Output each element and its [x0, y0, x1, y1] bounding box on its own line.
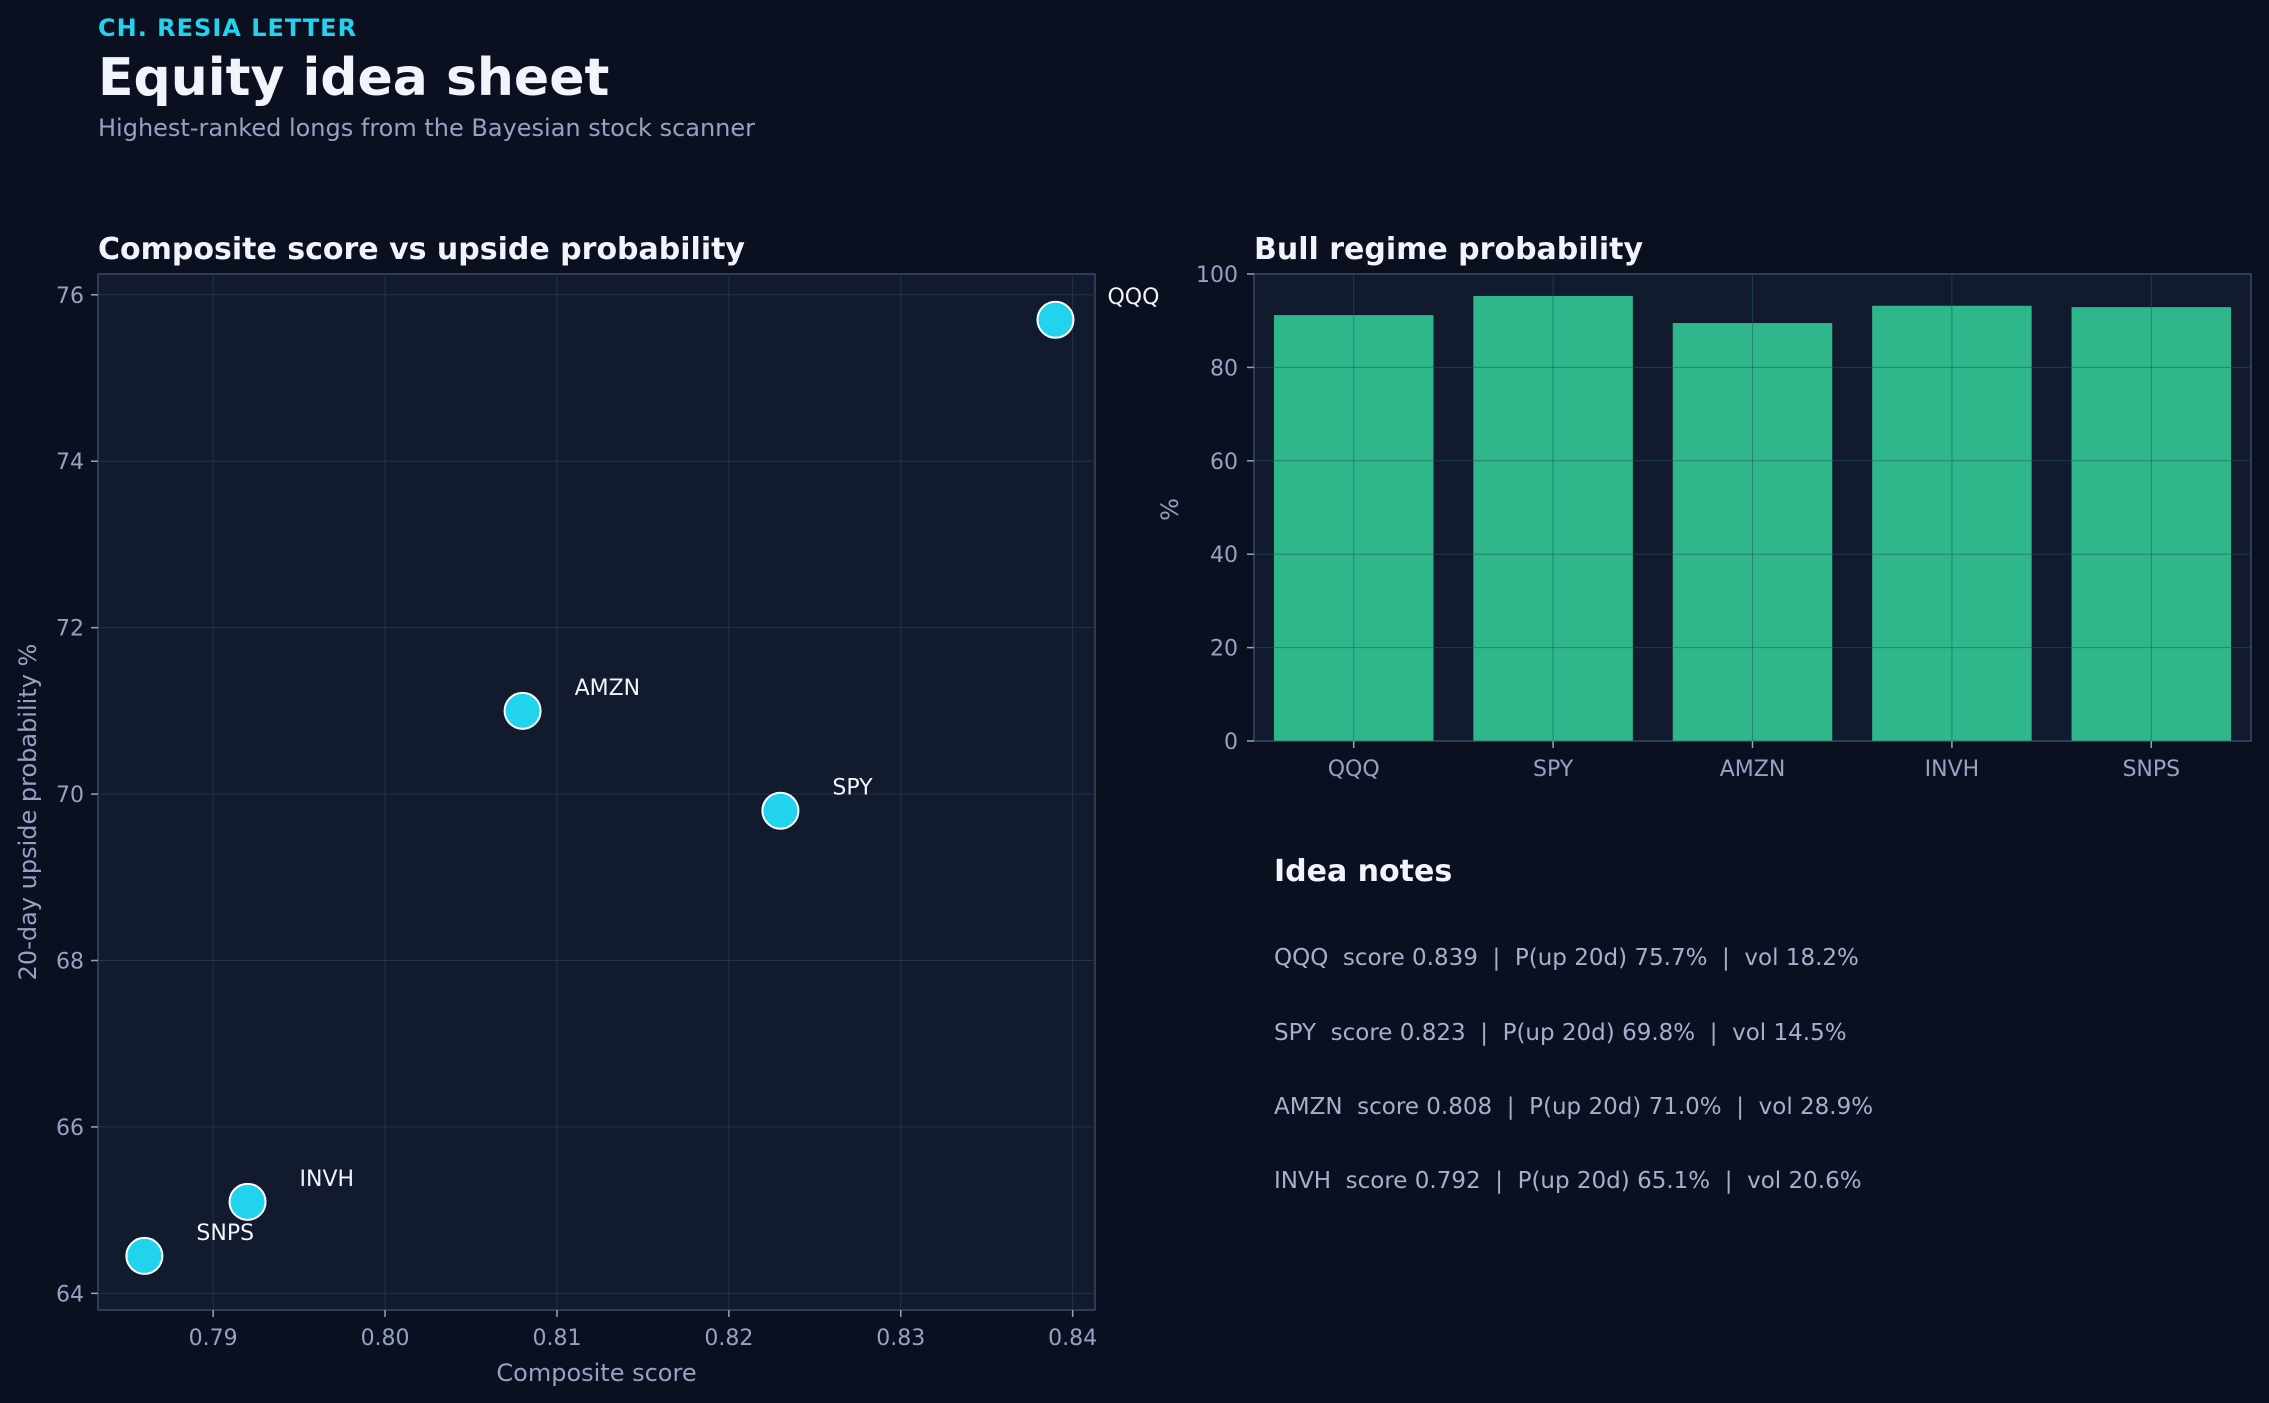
- note-item: SPY score 0.823 | P(up 20d) 69.8% | vol …: [1274, 1020, 1847, 1046]
- point-label: SNPS: [196, 1221, 254, 1246]
- point-label: INVH: [300, 1167, 355, 1192]
- y-tick-label: 64: [56, 1282, 84, 1307]
- scatter-chart-title: Composite score vs upside probability: [98, 232, 745, 267]
- point-label: AMZN: [575, 676, 641, 701]
- x-tick-label: 0.81: [532, 1326, 581, 1351]
- x-tick-label: SNPS: [2122, 757, 2180, 782]
- report-kicker: CH. RESIA LETTER: [98, 14, 358, 42]
- x-tick-label: SPY: [1533, 757, 1574, 782]
- bar-chart-title: Bull regime probability: [1254, 232, 1644, 267]
- x-tick-label: 0.83: [876, 1326, 925, 1351]
- y-tick-label: 60: [1210, 450, 1238, 475]
- y-axis-label: 20-day upside probability %: [14, 644, 42, 981]
- note-item: QQQ score 0.839 | P(up 20d) 75.7% | vol …: [1274, 945, 1859, 971]
- y-tick-label: 40: [1210, 543, 1238, 568]
- notes-title: Idea notes: [1274, 854, 1453, 889]
- x-tick-label: 0.82: [704, 1326, 753, 1351]
- y-tick-label: 70: [56, 783, 84, 808]
- page-title: Equity idea sheet: [98, 48, 610, 108]
- note-item: INVH score 0.792 | P(up 20d) 65.1% | vol…: [1274, 1168, 1862, 1194]
- point-label: SPY: [832, 776, 873, 801]
- y-tick-label: 74: [56, 450, 84, 475]
- x-tick-label: 0.79: [189, 1326, 238, 1351]
- point-label: QQQ: [1107, 285, 1159, 310]
- y-tick-label: 68: [56, 950, 84, 975]
- y-tick-label: 66: [56, 1116, 84, 1141]
- y-axis-label: %: [1156, 498, 1184, 521]
- x-tick-label: AMZN: [1720, 757, 1786, 782]
- data-point: [503, 691, 542, 730]
- x-tick-label: INVH: [1925, 757, 1980, 782]
- data-point: [125, 1236, 164, 1275]
- x-tick-label: 0.80: [361, 1326, 410, 1351]
- x-axis-label: Composite score: [496, 1359, 696, 1387]
- scatter-plot-area: [97, 273, 1096, 1311]
- y-tick-label: 72: [56, 617, 84, 642]
- y-tick-label: 0: [1224, 730, 1238, 755]
- data-point: [761, 791, 800, 830]
- y-tick-label: 20: [1210, 637, 1238, 662]
- y-tick-label: 80: [1210, 356, 1238, 381]
- y-tick-label: 76: [56, 284, 84, 309]
- data-point: [1036, 300, 1075, 339]
- data-point: [228, 1182, 267, 1221]
- x-tick-label: QQQ: [1328, 757, 1380, 782]
- page-subtitle: Highest-ranked longs from the Bayesian s…: [98, 114, 756, 142]
- note-item: AMZN score 0.808 | P(up 20d) 71.0% | vol…: [1274, 1094, 1874, 1120]
- x-tick-label: 0.84: [1048, 1326, 1097, 1351]
- y-tick-label: 100: [1196, 263, 1238, 288]
